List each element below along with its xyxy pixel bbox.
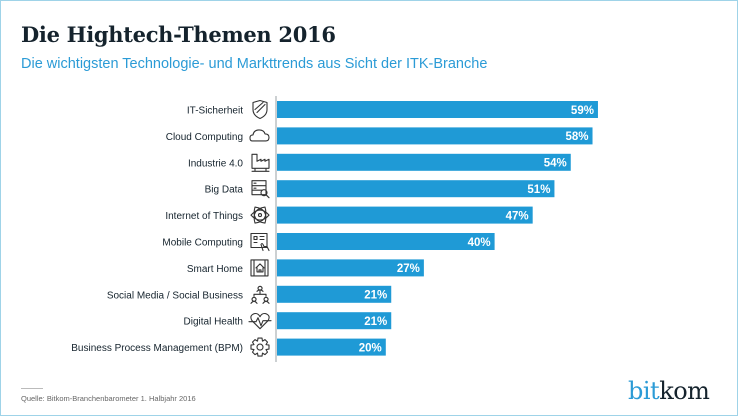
category-label-4: Big Data xyxy=(205,185,244,196)
shield-icon xyxy=(252,99,268,120)
bar-5 xyxy=(277,206,533,224)
source-note: Quelle: Bitkom-Branchenbarometer 1. Halb… xyxy=(21,394,196,403)
category-label-1: IT-Sicherheit xyxy=(187,106,243,117)
value-label-7: 27% xyxy=(397,263,420,275)
tablet-touch-icon xyxy=(250,232,270,252)
bitkom-logo: bitkom xyxy=(628,377,710,405)
gear-icon xyxy=(250,337,270,357)
category-label-8: Social Media / Social Business xyxy=(107,290,243,301)
category-label-3: Industrie 4.0 xyxy=(188,158,243,169)
value-label-4: 51% xyxy=(527,184,550,196)
network-people-icon xyxy=(250,285,270,304)
value-label-6: 40% xyxy=(468,237,491,249)
bar-4 xyxy=(277,180,555,198)
bar-7 xyxy=(277,259,424,277)
server-search-icon xyxy=(251,180,270,199)
value-label-5: 47% xyxy=(506,210,529,222)
category-label-5: Internet of Things xyxy=(165,211,243,222)
factory-icon xyxy=(251,153,270,172)
category-label-6: Mobile Computing xyxy=(162,238,243,249)
category-label-9: Digital Health xyxy=(184,317,243,328)
category-label-2: Cloud Computing xyxy=(166,132,243,143)
bar-10 xyxy=(277,338,386,356)
smart-home-icon xyxy=(250,259,269,277)
value-label-9: 21% xyxy=(364,316,387,328)
heart-pulse-icon xyxy=(248,312,272,330)
bar-3 xyxy=(277,153,571,171)
cloud-icon xyxy=(249,129,270,142)
atom-icon xyxy=(250,206,270,224)
bar-8 xyxy=(277,285,392,303)
value-label-8: 21% xyxy=(364,290,387,302)
category-label-10: Business Process Management (BPM) xyxy=(71,343,243,354)
value-label-1: 59% xyxy=(571,105,594,117)
bar-9 xyxy=(277,312,392,330)
source-divider xyxy=(21,388,43,389)
category-label-7: Smart Home xyxy=(187,264,244,275)
logo-part-2: kom xyxy=(659,377,710,405)
value-label-3: 54% xyxy=(544,158,567,170)
chart-title: Die Hightech-Themen 2016 xyxy=(21,22,336,47)
value-label-10: 20% xyxy=(359,342,382,354)
bar-1 xyxy=(277,101,598,118)
logo-part-1: bit xyxy=(628,377,660,405)
bar-2 xyxy=(277,127,593,145)
value-label-2: 58% xyxy=(565,131,588,143)
chart-subtitle: Die wichtigsten Technologie- und Markttr… xyxy=(21,56,488,72)
bar-6 xyxy=(277,233,495,250)
